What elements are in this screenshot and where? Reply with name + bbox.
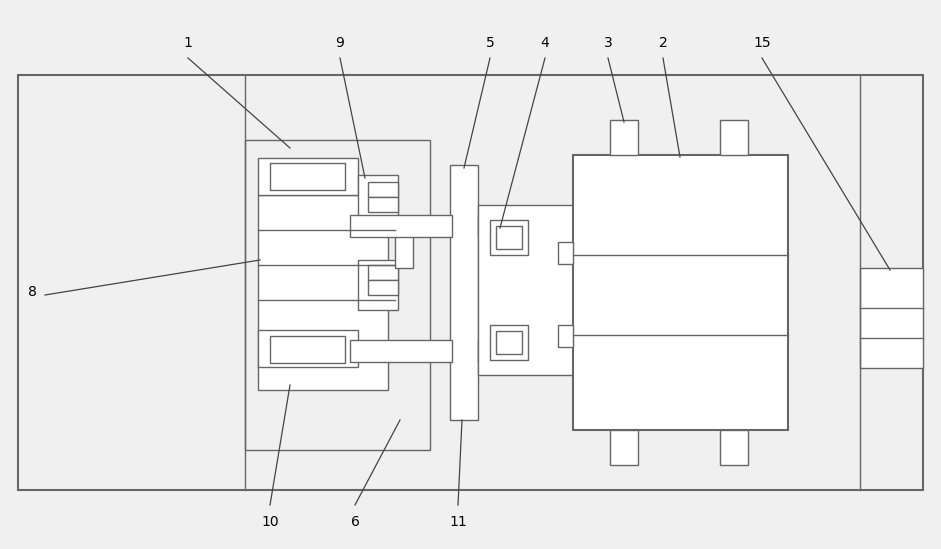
Bar <box>258 195 388 390</box>
Bar <box>270 336 345 363</box>
Bar <box>478 340 573 362</box>
Bar <box>610 120 638 155</box>
Bar <box>258 330 358 367</box>
Bar <box>358 175 398 225</box>
Text: 11: 11 <box>449 515 467 529</box>
Bar <box>258 158 358 195</box>
Bar <box>496 226 522 249</box>
Bar <box>490 325 528 360</box>
Bar <box>368 280 398 295</box>
Bar <box>610 430 638 465</box>
Bar <box>720 430 748 465</box>
Text: 9: 9 <box>336 36 344 50</box>
Text: 2: 2 <box>659 36 667 50</box>
Bar <box>245 140 430 450</box>
Text: 8: 8 <box>27 285 37 299</box>
Text: 3: 3 <box>603 36 613 50</box>
Text: 4: 4 <box>541 36 550 50</box>
Bar <box>478 205 573 375</box>
Text: 1: 1 <box>183 36 193 50</box>
Bar <box>18 75 923 490</box>
Text: 15: 15 <box>753 36 771 50</box>
Text: 6: 6 <box>351 515 359 529</box>
Bar <box>350 215 452 237</box>
Bar <box>478 215 573 237</box>
Bar <box>350 340 452 362</box>
Text: 10: 10 <box>262 515 279 529</box>
Bar <box>860 268 923 368</box>
Bar <box>573 155 788 430</box>
Bar <box>358 260 398 310</box>
Bar <box>558 325 573 347</box>
Bar <box>395 218 413 268</box>
Bar <box>450 165 478 420</box>
Text: 5: 5 <box>486 36 494 50</box>
Bar <box>368 197 398 212</box>
Bar <box>270 163 345 190</box>
Bar <box>368 265 398 280</box>
Bar <box>720 120 748 155</box>
Bar <box>496 331 522 354</box>
Bar <box>558 242 573 264</box>
Bar <box>490 220 528 255</box>
Bar <box>368 182 398 197</box>
